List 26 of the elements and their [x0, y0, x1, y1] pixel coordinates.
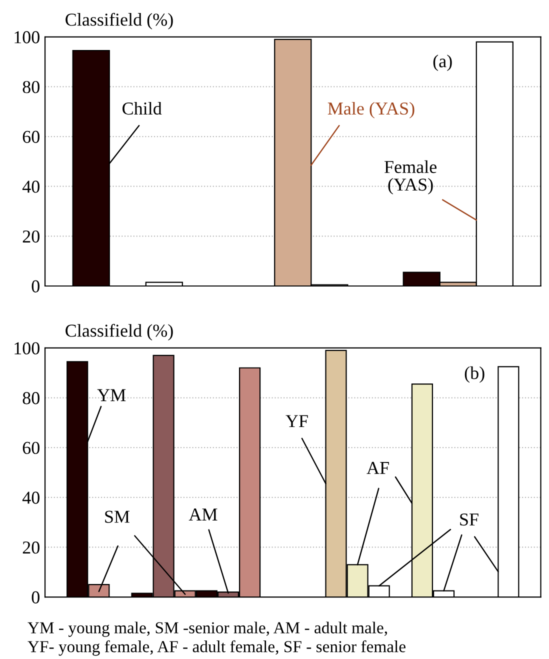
annotation: YF — [286, 415, 308, 428]
annotation: (a) — [433, 54, 452, 71]
annotation: YM — [97, 389, 126, 402]
y-tick-label: 80 — [22, 80, 40, 94]
y-axis-title: Classifield (%) — [66, 12, 173, 30]
annotation: SM — [105, 510, 130, 523]
y-tick-label: 60 — [22, 130, 40, 143]
series-label: Child — [122, 102, 162, 115]
annotation: SF — [460, 513, 478, 526]
text: Female (YAS) — [384, 160, 436, 194]
annotation: AM — [188, 508, 218, 520]
y-tick-label: 80 — [22, 392, 40, 404]
annotation: AF — [366, 462, 389, 474]
series-label: Male (YAS) — [328, 102, 414, 118]
y-tick-label: 40 — [22, 180, 40, 193]
y-tick-label: 20 — [22, 230, 40, 243]
annotation: (b) — [464, 366, 484, 383]
y-tick-label: 0 — [32, 591, 40, 604]
y-tick-label: 0 — [32, 280, 40, 292]
y-tick-label: 20 — [22, 541, 40, 554]
y-tick-label: 60 — [22, 442, 40, 454]
y-tick-label: 100 — [14, 342, 40, 354]
y-tick-label: 100 — [14, 31, 40, 44]
y-tick-label: 40 — [22, 492, 40, 504]
y-axis-title: Classifield (%) — [66, 324, 173, 340]
text: YM - young male, SM -senior male, AM - adult male, YF- young female, AF - adult female, SF - senior female — [28, 622, 406, 656]
